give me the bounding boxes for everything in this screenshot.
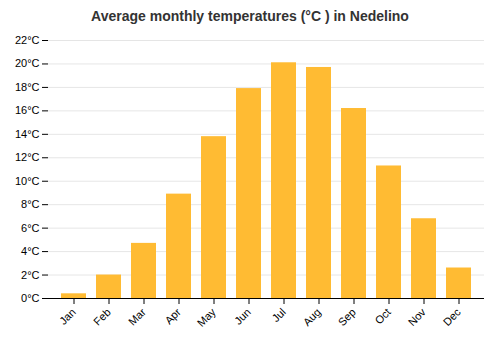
svg-text:22°C: 22°C: [15, 34, 40, 46]
html-text:Average monthly temperatures (: Average monthly temperatures (°C ) in Ne…: [91, 8, 409, 24]
svg-text:6°C: 6°C: [21, 222, 40, 234]
svg-text:12°C: 12°C: [15, 151, 40, 163]
svg-text:20°C: 20°C: [15, 57, 40, 69]
svg-text:Sep: Sep: [336, 306, 358, 328]
svg-text:14°C: 14°C: [15, 128, 40, 140]
svg-text:Feb: Feb: [91, 306, 113, 328]
svg-text:10°C: 10°C: [15, 175, 40, 187]
svg-text:Jan: Jan: [57, 306, 78, 327]
svg-text:Dec: Dec: [441, 305, 464, 328]
svg-text:18°C: 18°C: [15, 81, 40, 93]
svg-text:Jun: Jun: [232, 306, 253, 327]
svg-text:0°C: 0°C: [21, 292, 40, 304]
svg-text:Nov: Nov: [406, 305, 429, 328]
svg-text:Mar: Mar: [126, 306, 148, 328]
svg-text:2°C: 2°C: [21, 269, 40, 281]
svg-text:Aug: Aug: [301, 306, 323, 328]
svg-text:16°C: 16°C: [15, 104, 40, 116]
svg-text:May: May: [195, 305, 219, 329]
svg-text:8°C: 8°C: [21, 198, 40, 210]
svg-text:4°C: 4°C: [21, 245, 40, 257]
svg-text:Oct: Oct: [372, 306, 393, 327]
svg-text:Jul: Jul: [269, 306, 287, 324]
svg-text:Apr: Apr: [162, 306, 183, 327]
